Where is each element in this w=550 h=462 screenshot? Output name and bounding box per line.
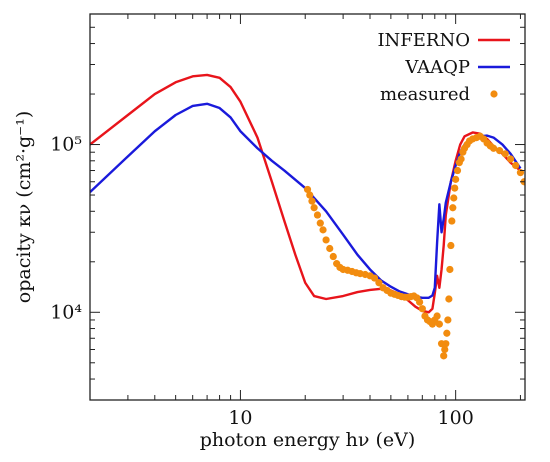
data-point (451, 184, 459, 192)
data-point (440, 352, 448, 360)
data-point (449, 204, 457, 212)
data-point (442, 340, 450, 348)
legend-swatch-measured (490, 90, 498, 98)
data-point (329, 252, 337, 261)
data-point (418, 305, 426, 313)
data-point (435, 320, 443, 328)
data-point (441, 345, 449, 354)
series-line-inferno (90, 73, 522, 314)
data-point (457, 155, 465, 163)
legend: INFERNO VAAQP measured (377, 30, 510, 105)
data-point (506, 155, 515, 163)
data-point (452, 175, 460, 183)
data-point (308, 197, 316, 205)
data-point (313, 211, 322, 219)
y-axis-label: opacity κν (cm²·g⁻¹) (13, 111, 35, 303)
y-tick-label: 10⁵ (50, 134, 82, 156)
data-point (453, 166, 462, 175)
plot-area (90, 73, 525, 360)
legend-label-inferno: INFERNO (377, 30, 470, 51)
data-point (450, 194, 458, 202)
data-point (443, 329, 451, 337)
data-point (326, 244, 334, 253)
series-points-measured (303, 132, 525, 360)
data-point (489, 144, 498, 152)
plot-frame (89, 13, 526, 401)
data-point (322, 236, 330, 244)
x-axis-label: photon energy hν (eV) (200, 429, 416, 451)
data-point (310, 204, 318, 212)
data-point (444, 316, 452, 324)
data-point (445, 295, 453, 303)
data-point (370, 274, 379, 282)
data-point (512, 161, 520, 170)
data-point (416, 298, 424, 306)
y-tick-label: 10⁴ (50, 301, 82, 323)
data-point (319, 226, 327, 234)
legend-label-vaaqp: VAAQP (404, 57, 470, 78)
data-point (447, 241, 455, 250)
data-point (501, 150, 509, 158)
data-point (495, 147, 504, 155)
x-tick-label: 100 (438, 407, 474, 429)
data-point (306, 191, 314, 199)
legend-label-measured: measured (380, 84, 470, 105)
axis-ticks: 10 100 10⁴ 10⁵ (50, 13, 525, 429)
data-point (433, 312, 441, 320)
data-point (448, 217, 456, 225)
data-point (446, 265, 454, 274)
data-point (316, 219, 324, 227)
data-point (303, 185, 312, 194)
data-point (375, 279, 383, 287)
x-tick-label: 10 (228, 407, 252, 429)
